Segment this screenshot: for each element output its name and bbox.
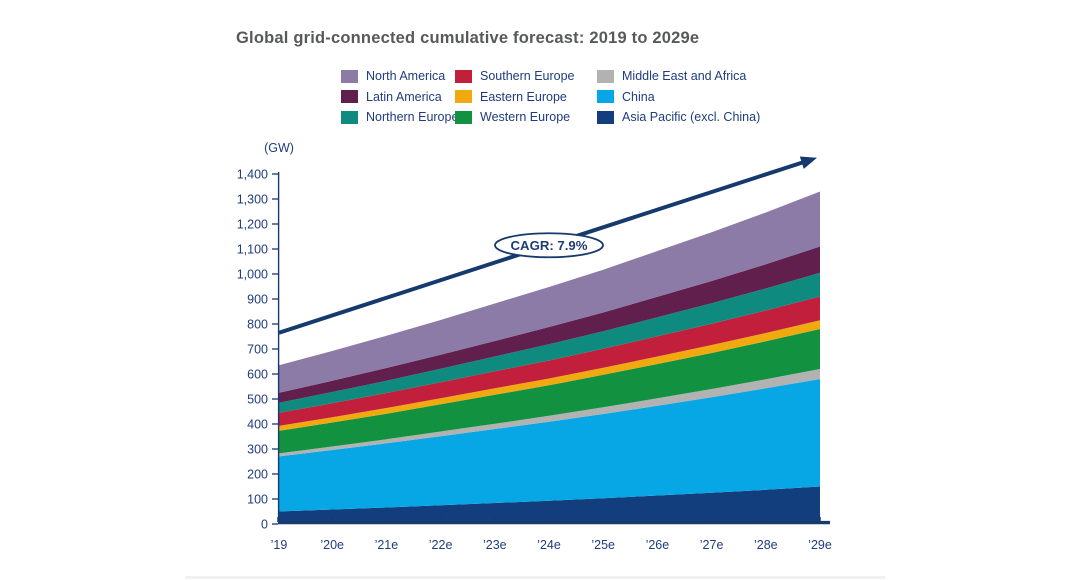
x-tick-label: ’29e xyxy=(808,538,832,552)
legend-label: Eastern Europe xyxy=(480,89,567,104)
y-tick-label: 1,400 xyxy=(237,167,268,181)
legend-swatch-southern-europe xyxy=(455,69,472,83)
area-china xyxy=(278,379,820,512)
y-tick-label: 1,300 xyxy=(237,192,268,206)
x-tick-label: ’20e xyxy=(320,538,344,552)
legend-swatch-western-europe xyxy=(455,110,472,124)
chart-legend: North America Southern Europe Middle East … xyxy=(341,66,760,128)
cagr-annotation: CAGR: 7.9% xyxy=(511,238,588,253)
x-tick-label: ’27e xyxy=(700,538,724,552)
legend-label: North America xyxy=(366,69,446,84)
y-tick-label: 1,200 xyxy=(237,217,268,231)
y-tick-label: 500 xyxy=(247,392,268,406)
area-north-america xyxy=(278,191,820,393)
legend-swatch-asia-pacific-excl-china xyxy=(597,110,614,124)
legend-item-western-europe: Western Europe xyxy=(455,107,597,128)
legend-swatch-middle-east-and-africa xyxy=(597,69,614,83)
y-tick-label: 1,100 xyxy=(237,242,268,256)
x-tick-label: ’22e xyxy=(429,538,453,552)
legend-swatch-china xyxy=(597,90,614,104)
legend-item-china: China xyxy=(597,87,760,108)
legend-item-north-america: North America xyxy=(341,66,455,87)
legend-label: Asia Pacific (excl. China) xyxy=(622,110,761,125)
y-tick-label: 0 xyxy=(261,517,268,531)
legend-label: Southern Europe xyxy=(480,69,575,84)
legend-item-asia-pacific-excl-china: Asia Pacific (excl. China) xyxy=(597,107,760,128)
y-tick-label: 900 xyxy=(247,292,268,306)
legend-swatch-eastern-europe xyxy=(455,90,472,104)
x-tick-label: ’24e xyxy=(537,538,561,552)
area-asia-pacific-excl-china xyxy=(278,486,820,524)
y-tick-label: 800 xyxy=(247,317,268,331)
legend-item-latin-america: Latin America xyxy=(341,87,455,108)
legend-item-middle-east-and-africa: Middle East and Africa xyxy=(597,66,760,87)
x-tick-label: ’25e xyxy=(591,538,615,552)
y-tick-label: 700 xyxy=(247,342,268,356)
y-tick-label: 100 xyxy=(247,492,268,506)
cropped-bottom-artifact xyxy=(185,576,885,579)
x-tick-label: ’19 xyxy=(271,538,288,552)
x-tick-label: ’21e xyxy=(375,538,399,552)
legend-item-southern-europe: Southern Europe xyxy=(455,66,597,87)
legend-swatch-latin-america xyxy=(341,90,358,104)
area-latin-america xyxy=(278,246,820,403)
x-tick-label: ’28e xyxy=(754,538,778,552)
area-eastern-europe xyxy=(278,320,820,431)
area-western-europe xyxy=(278,329,820,454)
legend-swatch-northern-europe xyxy=(341,110,358,124)
y-tick-label: 600 xyxy=(247,367,268,381)
legend-swatch-north-america xyxy=(341,69,358,83)
area-southern-europe xyxy=(278,296,820,426)
x-tick-label: ’26e xyxy=(646,538,670,552)
y-tick-label: 200 xyxy=(247,467,268,481)
area-middle-east-and-africa xyxy=(278,369,820,457)
x-tick-label: ’23e xyxy=(483,538,507,552)
y-tick-label: 300 xyxy=(247,442,268,456)
legend-label: China xyxy=(622,89,655,104)
legend-item-northern-europe: Northern Europe xyxy=(341,107,459,128)
legend-label: Northern Europe xyxy=(366,110,459,125)
area-northern-europe xyxy=(278,272,820,413)
legend-label: Middle East and Africa xyxy=(622,69,747,84)
y-axis-unit-label: (GW) xyxy=(264,141,294,155)
legend-label: Western Europe xyxy=(480,110,571,125)
chart-title: Global grid-connected cumulative forecas… xyxy=(236,29,700,47)
cagr-ellipse xyxy=(494,232,604,259)
y-tick-label: 400 xyxy=(247,417,268,431)
legend-label: Latin America xyxy=(366,89,442,104)
trend-arrow-head xyxy=(799,156,817,169)
y-tick-label: 1,000 xyxy=(237,267,268,281)
legend-item-eastern-europe: Eastern Europe xyxy=(455,87,597,108)
